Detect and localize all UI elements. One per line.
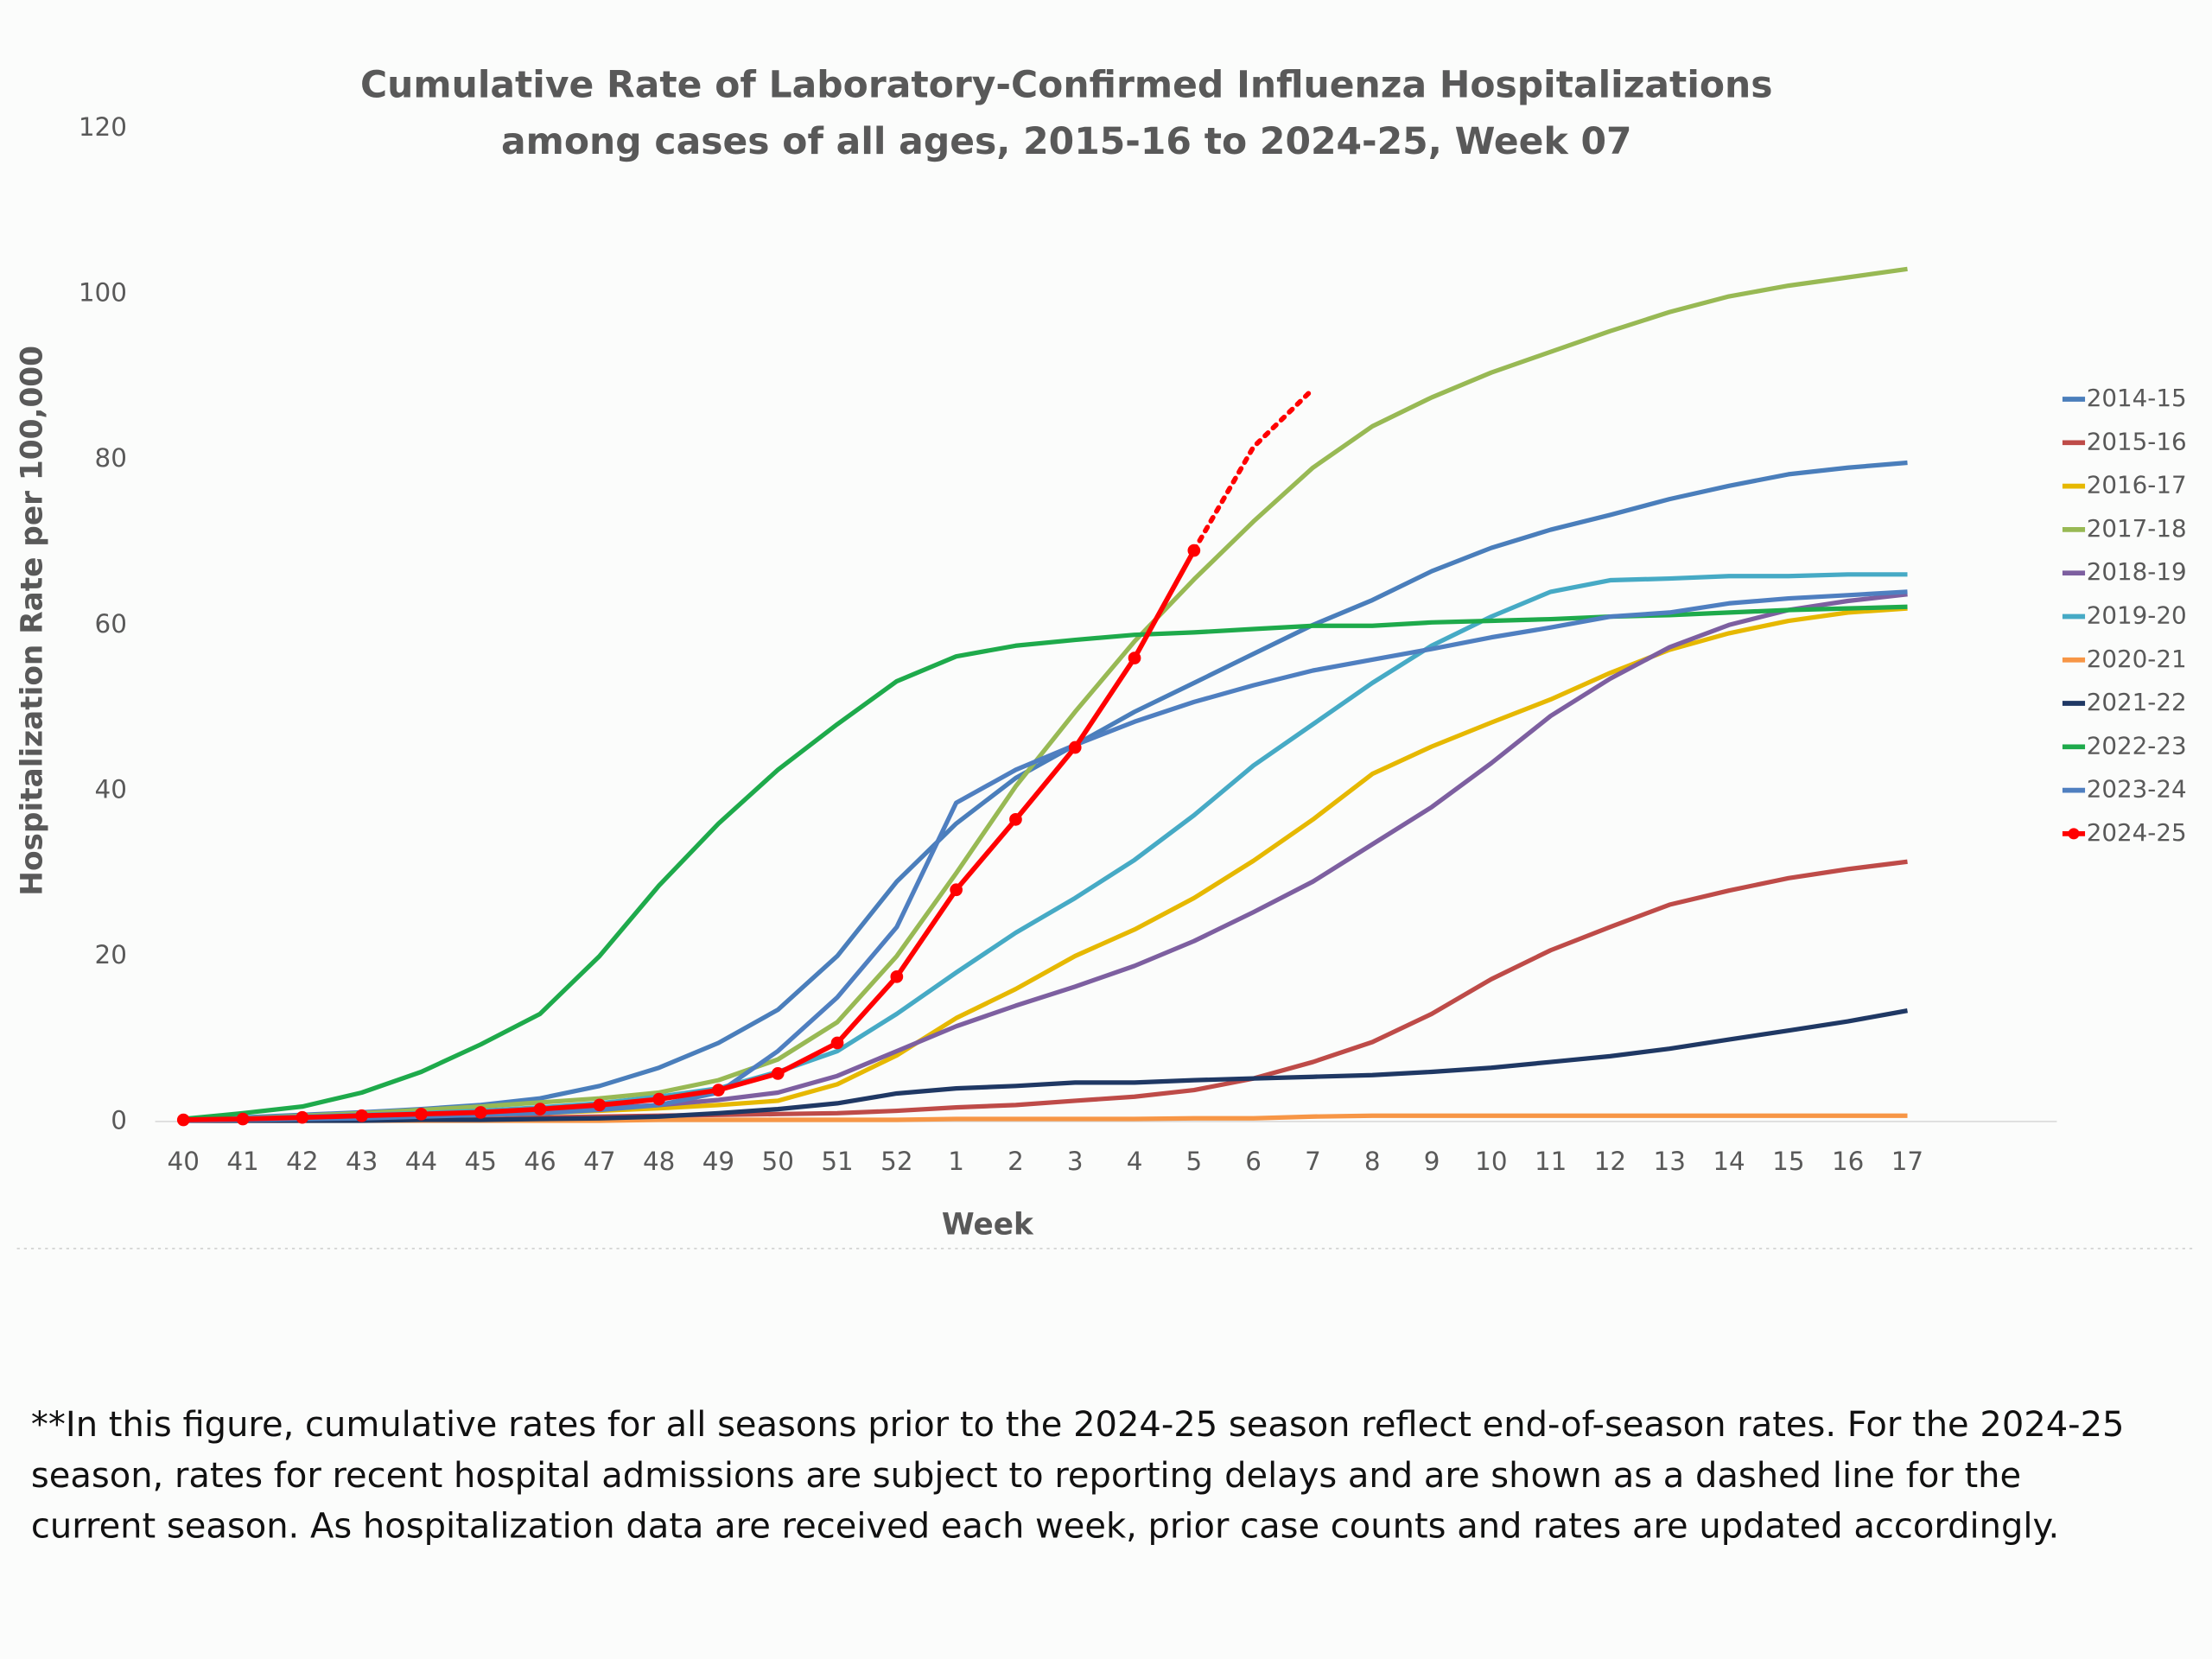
y-tick-label: 60 [95,609,127,639]
x-tick-label: 16 [1832,1147,1864,1176]
legend-label: 2020-21 [2087,645,2187,673]
x-tick-label: 12 [1594,1147,1626,1176]
x-tick-label: 11 [1535,1147,1567,1176]
point [1068,741,1082,754]
legend-label: 2014-15 [2087,384,2187,412]
x-tick-label: 41 [226,1147,258,1176]
chart-subtitle: among cases of all ages, 2015-16 to 2024… [501,121,1631,163]
x-tick-label: 3 [1067,1147,1084,1176]
point [1009,813,1022,826]
x-tick-label: 49 [702,1147,734,1176]
x-tick-label: 13 [1654,1147,1686,1176]
legend-label: 2023-24 [2087,775,2187,804]
y-tick-label: 40 [95,774,127,804]
legend-label: 2016-17 [2087,471,2187,499]
point [890,969,904,983]
series-line [1192,386,1316,553]
point [533,1103,547,1116]
legend-label: 2019-20 [2087,601,2187,629]
series-line [183,592,1908,1123]
x-axis-label: Week [942,1207,1034,1242]
point [593,1098,607,1112]
x-tick-label: 44 [405,1147,437,1176]
x-tick-label: 4 [1127,1147,1143,1176]
point [1187,543,1201,557]
series-line [183,859,1908,1123]
legend-label: 2024-25 [2087,818,2187,847]
x-tick-label: 17 [1891,1147,1923,1176]
point [474,1106,487,1119]
x-tick-label: 9 [1424,1147,1440,1176]
x-tick-label: 5 [1185,1147,1202,1176]
point [1128,652,1141,664]
x-tick-label: 45 [465,1147,497,1176]
point [236,1112,250,1126]
legend-label: 2015-16 [2087,427,2187,455]
legend-label: 2018-19 [2087,557,2187,586]
legend-label: 2022-23 [2087,731,2187,760]
x-tick-label: 7 [1305,1147,1321,1176]
point [830,1036,844,1050]
point [712,1084,725,1096]
y-axis-label: Hospitalization Rate per 100,000 [16,346,50,896]
y-tick-label: 100 [79,278,127,308]
series-line [183,549,1197,1122]
x-tick-label: 48 [643,1147,675,1176]
x-tick-label: 15 [1772,1147,1804,1176]
legend-marker [2068,828,2080,840]
x-tick-label: 1 [948,1147,964,1176]
series-line [183,266,1908,1122]
y-tick-label: 120 [79,112,127,142]
x-tick-label: 52 [880,1147,912,1176]
x-tick-label: 50 [762,1147,794,1176]
chart: Cumulative Rate of Laboratory-Confirmed … [16,65,2196,1249]
x-tick-label: 42 [286,1147,318,1176]
point [415,1107,428,1121]
point [652,1092,665,1106]
x-tick-label: 6 [1245,1147,1262,1176]
x-tick-label: 8 [1364,1147,1381,1176]
y-tick-label: 80 [95,443,127,473]
series-line [183,589,1908,1123]
y-tick-label: 20 [95,940,127,969]
footnote: **In this figure, cumulative rates for a… [30,1403,2125,1547]
point [950,883,963,897]
series-line [183,606,1908,1123]
point [771,1067,785,1080]
series-line [183,460,1908,1122]
x-tick-label: 10 [1475,1147,1507,1176]
x-tick-label: 40 [168,1147,200,1176]
point [355,1109,368,1122]
x-tick-label: 14 [1713,1147,1745,1176]
legend-label: 2021-22 [2087,688,2187,716]
x-tick-label: 43 [346,1147,378,1176]
point [296,1110,309,1124]
chart-title: Cumulative Rate of Laboratory-Confirmed … [360,65,1773,107]
series-line [182,604,1908,1122]
y-tick-label: 0 [111,1105,127,1135]
x-tick-label: 51 [821,1147,853,1176]
point [176,1113,190,1127]
x-tick-label: 2 [1007,1147,1024,1176]
x-tick-label: 47 [583,1147,615,1176]
x-tick-label: 46 [524,1147,556,1176]
legend-label: 2017-18 [2087,514,2187,543]
series-line [183,1008,1908,1123]
